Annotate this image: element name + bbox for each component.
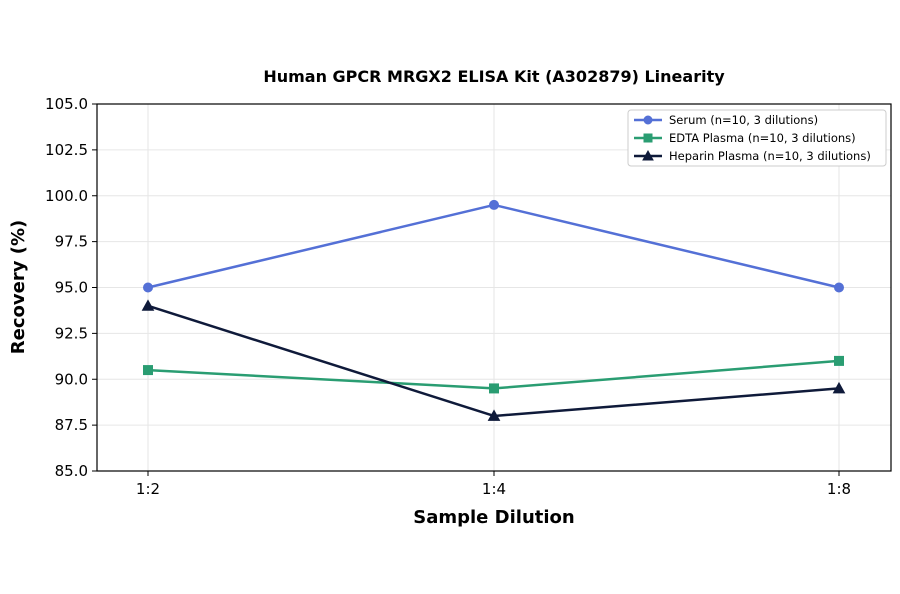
series-2	[141, 299, 846, 421]
marker-legend	[642, 149, 654, 161]
chart-title: Human GPCR MRGX2 ELISA Kit (A302879) Lin…	[263, 67, 725, 86]
legend: Serum (n=10, 3 dilutions) EDTA Plasma (n=…	[627, 109, 887, 167]
x-tick-label: 1:2	[136, 480, 160, 498]
marker-point	[489, 383, 499, 394]
legend-entry: Serum (n=10, 3 dilutions)	[634, 113, 818, 127]
legend-entry: Heparin Plasma (n=10, 3 dilutions)	[634, 149, 871, 163]
marker-legend	[643, 133, 653, 143]
legend-label: Heparin Plasma (n=10, 3 dilutions)	[669, 149, 871, 163]
y-tick-label: 87.5	[55, 416, 88, 434]
y-tick-label: 85.0	[55, 462, 88, 480]
marker-point	[489, 199, 499, 210]
marker-point	[143, 365, 153, 376]
legend-box	[627, 109, 887, 167]
series-0	[143, 199, 844, 293]
legend-label: Serum (n=10, 3 dilutions)	[669, 113, 818, 127]
y-axis-label: Recovery (%)	[8, 220, 29, 354]
y-tick-label: 92.5	[55, 324, 88, 342]
y-tick-label: 102.5	[45, 141, 88, 159]
x-tick-label: 1:4	[482, 480, 506, 498]
marker-point	[487, 409, 501, 421]
y-tick-label: 90.0	[55, 370, 88, 388]
legend-entry: EDTA Plasma (n=10, 3 dilutions)	[634, 131, 856, 145]
y-tick-label: 95.0	[55, 279, 88, 297]
legend-label: EDTA Plasma (n=10, 3 dilutions)	[669, 131, 856, 145]
y-tick-label: 105.0	[45, 95, 88, 113]
x-axis-label: Sample Dilution	[413, 507, 574, 528]
marker-legend	[643, 115, 653, 125]
y-axis: 85.0 87.5 90.0 92.5 95.0 97.5 100.0 102.5 105.0	[45, 95, 97, 480]
marker-point	[141, 299, 155, 311]
x-axis: 1:2 1:4 1:8	[136, 471, 851, 498]
y-tick-label: 97.5	[55, 233, 88, 251]
marker-point	[834, 355, 844, 366]
marker-point	[832, 381, 846, 394]
marker-point	[143, 282, 153, 293]
marker-point	[834, 282, 844, 293]
series-1	[143, 355, 844, 394]
x-tick-label: 1:8	[827, 480, 851, 498]
series-layer	[141, 199, 846, 421]
y-tick-label: 100.0	[45, 187, 88, 205]
